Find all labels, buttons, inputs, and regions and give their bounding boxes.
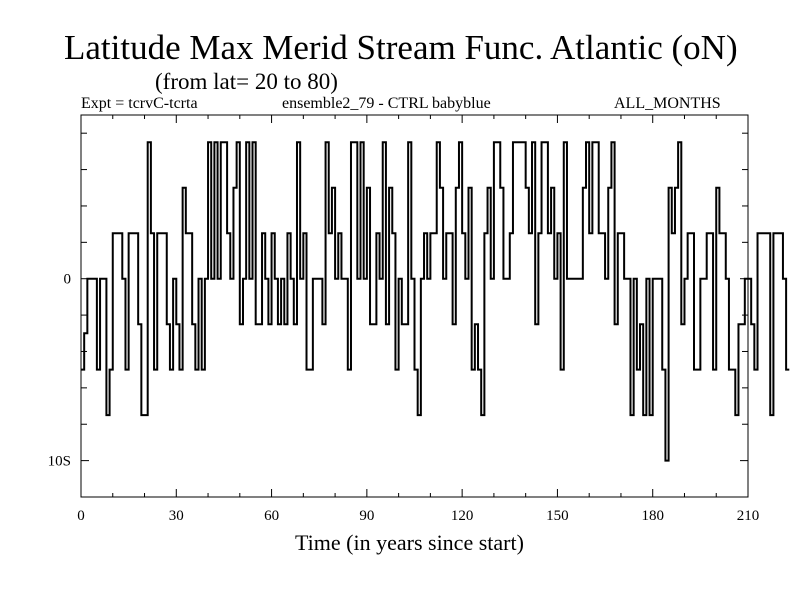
x-tick-label: 210 <box>737 508 760 524</box>
chart-subtitle: (from lat= 20 to 80) <box>155 69 338 94</box>
y-tick-label: 0 <box>64 272 72 288</box>
x-tick-label: 120 <box>451 508 474 524</box>
x-tick-label: 90 <box>359 508 374 524</box>
x-tick-label: 0 <box>77 508 85 524</box>
ensemble-label: ensemble2_79 - CTRL babyblue <box>282 95 491 112</box>
axis-tick-labels: 0 30 60 90 120 150 180 210 0 10S <box>48 272 760 524</box>
y-tick-label: 10S <box>48 454 71 470</box>
x-axis-label: Time (in years since start) <box>295 530 524 555</box>
x-tick-label: 30 <box>169 508 184 524</box>
plot-frame <box>80 114 749 498</box>
x-tick-label: 180 <box>641 508 664 524</box>
x-tick-label: 60 <box>264 508 279 524</box>
axis-ticks <box>80 115 749 497</box>
months-label: ALL_MONTHS <box>614 95 721 112</box>
x-tick-label: 150 <box>546 508 569 524</box>
experiment-label: Expt = tcrvC-tcrta <box>81 95 198 112</box>
series-line <box>81 141 790 462</box>
chart-title: Latitude Max Merid Stream Func. Atlantic… <box>64 28 738 67</box>
